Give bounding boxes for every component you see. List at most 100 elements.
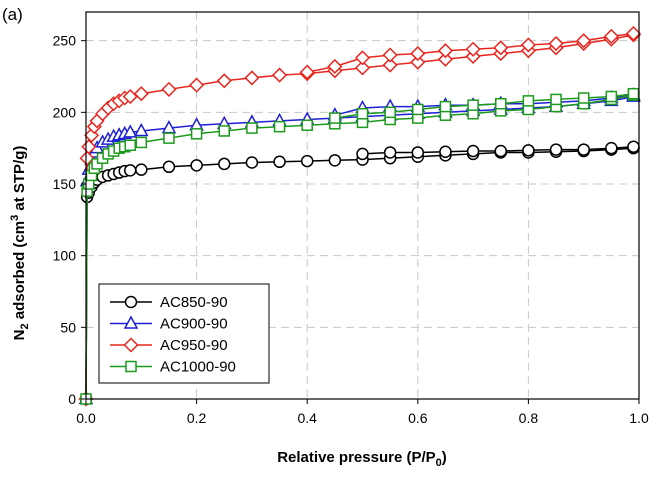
xlabel-main: Relative pressure (P/P [277, 449, 435, 466]
desorption-point [627, 140, 640, 153]
desorption-point [354, 50, 371, 66]
legend-label: AC1000-90 [160, 359, 236, 376]
legend-marker [123, 315, 139, 329]
adsorption-point [354, 60, 371, 76]
adsorption-point [133, 86, 149, 102]
adsorption-point [124, 139, 136, 152]
adsorption-point [328, 154, 342, 167]
desorption-point [493, 40, 509, 56]
ylabel-tail: at STP/g) [11, 146, 28, 215]
adsorption-point [271, 67, 288, 83]
y-tick-label: 250 [53, 33, 77, 49]
adsorption-point [273, 155, 286, 169]
desorption-point [382, 47, 398, 63]
y-tick-label: 50 [60, 319, 76, 335]
desorption-point [327, 58, 343, 75]
x-tick-label: 0.0 [76, 410, 96, 426]
xlabel-tail: ) [442, 449, 447, 466]
x-tick-label: 0.4 [297, 410, 317, 426]
desorption-point [384, 106, 396, 119]
desorption-point [605, 141, 618, 155]
adsorption-point [216, 73, 232, 89]
series-layer [78, 25, 642, 407]
adsorption-point [190, 128, 203, 140]
adsorption-point [135, 136, 148, 149]
legend-marker [124, 295, 138, 309]
adsorption-point [410, 54, 426, 70]
desorption-point [383, 146, 397, 159]
desorption-point [625, 25, 642, 42]
legend: AC850-90 AC900-90 AC950-90 AC1000-90 [98, 283, 270, 384]
ticks: 0.0 0.2 0.4 0.6 0.8 1.0 0 50 100 150 200 250 [53, 33, 649, 426]
desorption-point [577, 92, 590, 104]
plot-frame [85, 11, 640, 400]
adsorption-point [382, 57, 398, 73]
adsorption-point [190, 159, 203, 172]
adsorption-point [135, 163, 148, 176]
x-tick-label: 1.0 [629, 410, 649, 426]
ylabel-sub: 2 [19, 323, 31, 329]
desorption-point [576, 33, 592, 49]
adsorption-point [218, 157, 231, 171]
desorption-point [550, 93, 562, 106]
adsorption-point [273, 120, 286, 133]
desorption-point [494, 144, 507, 158]
desorption-point [466, 144, 480, 158]
x-axis-title: Relative pressure (P/P0) [277, 449, 447, 469]
y-tick-label: 150 [53, 176, 77, 192]
desorption-point [329, 112, 341, 124]
desorption-point [467, 99, 479, 111]
desorption-point [411, 146, 425, 159]
desorption-point [549, 143, 563, 156]
adsorption-point [162, 160, 176, 174]
adsorption-point [79, 150, 95, 166]
ylabel-sup: 3 [9, 215, 21, 221]
y-axis-title: N2 adsorbed (cm3 at STP/g) [9, 146, 31, 341]
adsorption-point [437, 51, 454, 67]
desorption-point [605, 90, 618, 103]
xlabel-sub: 0 [436, 457, 442, 469]
desorption-point [437, 43, 454, 59]
y-tick-label: 100 [53, 248, 77, 264]
desorption-point [410, 46, 426, 62]
legend-label: AC850-90 [160, 294, 228, 311]
adsorption-point [246, 122, 258, 134]
adsorption-point [161, 81, 177, 97]
desorption-point [356, 147, 369, 161]
adsorption-point [244, 70, 260, 86]
x-tick-label: 0.2 [187, 410, 207, 426]
ylabel-pre: N [11, 330, 28, 341]
desorption-point [627, 87, 640, 100]
adsorption-point [189, 77, 205, 93]
adsorption-point [134, 122, 149, 137]
adsorption-point [163, 132, 175, 144]
desorption-point [299, 64, 315, 80]
y-tick-label: 200 [53, 104, 77, 120]
x-tick-label: 0.8 [519, 410, 539, 426]
legend-label: AC950-90 [160, 337, 228, 354]
desorption-point [412, 103, 424, 116]
panel-label: (a) [2, 5, 23, 24]
adsorption-point [245, 156, 259, 169]
desorption-point [522, 144, 535, 157]
desorption-point [356, 108, 369, 120]
legend-label: AC900-90 [160, 316, 228, 333]
adsorption-point [301, 119, 313, 131]
desorption-point [495, 97, 507, 110]
adsorption-point [300, 154, 314, 168]
series-AC1000-90 [80, 87, 640, 405]
desorption-point [522, 95, 535, 107]
ylabel-mid: adsorbed (cm [11, 221, 28, 324]
desorption-point [603, 28, 619, 44]
adsorption-point [122, 124, 138, 138]
grid-lines [86, 12, 639, 399]
adsorption-point [218, 125, 230, 137]
desorption-point [577, 143, 590, 156]
legend-marker [125, 360, 137, 373]
x-tick-label: 0.6 [408, 410, 428, 426]
y-tick-label: 0 [68, 391, 76, 407]
desorption-point [439, 145, 452, 158]
adsorption-point [123, 164, 137, 177]
